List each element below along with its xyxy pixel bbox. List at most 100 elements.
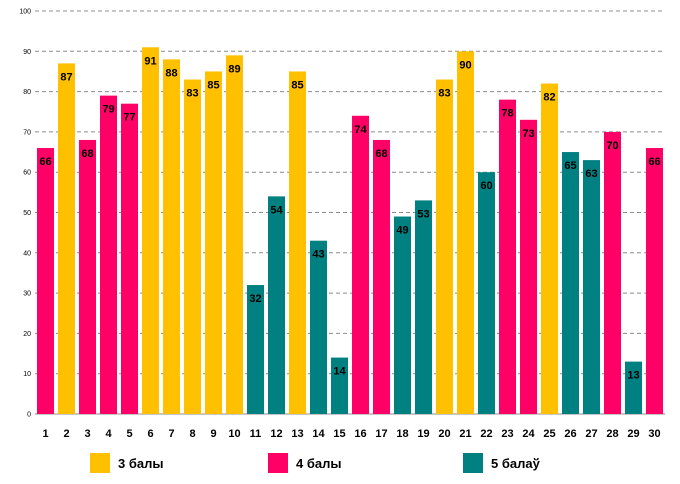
bar-20 — [436, 79, 453, 414]
x-tick-label-26: 26 — [564, 428, 576, 440]
bar-15 — [331, 357, 348, 414]
x-tick-label-23: 23 — [501, 428, 513, 440]
data-label-27: 63 — [585, 168, 597, 180]
y-tick-label-30: 30 — [23, 291, 31, 298]
x-tick-label-9: 9 — [210, 428, 216, 440]
data-label-4: 79 — [102, 104, 114, 116]
bar-12 — [268, 196, 285, 414]
x-tick-label-25: 25 — [543, 428, 555, 440]
data-label-30: 66 — [648, 156, 660, 168]
x-tick-label-5: 5 — [126, 428, 132, 440]
data-label-2: 87 — [60, 71, 72, 83]
y-tick-label-50: 50 — [23, 210, 31, 217]
y-tick-label-70: 70 — [23, 129, 31, 136]
data-label-17: 68 — [375, 148, 387, 160]
bar-4 — [100, 95, 117, 414]
x-tick-label-12: 12 — [270, 428, 282, 440]
legend-item-4: 4 балы — [268, 452, 341, 474]
y-tick-label-100: 100 — [19, 9, 31, 16]
x-tick-label-6: 6 — [147, 428, 153, 440]
x-tick-label-18: 18 — [396, 428, 408, 440]
x-tick-label-27: 27 — [585, 428, 597, 440]
bar-27 — [583, 160, 600, 414]
legend-swatch-5 — [463, 453, 483, 473]
data-label-19: 53 — [417, 208, 429, 220]
bar-7 — [163, 59, 180, 415]
x-tick-label-15: 15 — [333, 428, 345, 440]
bar-13 — [289, 71, 306, 414]
x-tick-label-29: 29 — [627, 428, 639, 440]
y-tick-label-80: 80 — [23, 89, 31, 96]
data-label-13: 85 — [291, 79, 303, 91]
bar-29 — [625, 361, 642, 414]
data-label-24: 73 — [522, 128, 534, 140]
data-label-7: 88 — [165, 67, 177, 79]
legend-label-4: 4 балы — [296, 455, 342, 471]
x-tick-label-11: 11 — [250, 428, 262, 440]
x-tick-label-14: 14 — [312, 428, 325, 440]
data-label-10: 89 — [228, 63, 240, 75]
bar-25 — [541, 83, 558, 414]
bar-11 — [247, 285, 264, 414]
legend-item-3: 3 балы — [90, 452, 163, 474]
x-tick-label-19: 19 — [417, 428, 429, 440]
bar-22 — [478, 172, 495, 414]
data-label-16: 74 — [354, 124, 367, 136]
x-tick-label-22: 22 — [480, 428, 492, 440]
data-label-25: 82 — [543, 92, 555, 104]
bar-10 — [226, 55, 243, 415]
data-label-28: 70 — [606, 140, 618, 152]
y-axis-ticks: 0 10 20 30 40 50 60 70 80 90 100 — [19, 9, 31, 419]
x-tick-label-8: 8 — [189, 428, 195, 440]
bar-8 — [184, 79, 201, 414]
x-tick-label-2: 2 — [63, 428, 69, 440]
bar-23 — [499, 99, 516, 414]
bar-24 — [520, 119, 537, 414]
legend-item-5: 5 балаў — [463, 452, 540, 474]
x-tick-label-3: 3 — [84, 428, 90, 440]
x-tick-label-10: 10 — [228, 428, 240, 440]
data-label-11: 32 — [249, 293, 261, 305]
data-label-23: 78 — [501, 108, 513, 120]
bar-5 — [121, 103, 138, 414]
data-label-1: 66 — [39, 156, 51, 168]
bar-26 — [562, 152, 579, 415]
data-label-29: 13 — [627, 370, 639, 382]
x-tick-label-24: 24 — [522, 428, 535, 440]
bar-18 — [394, 216, 411, 414]
data-label-8: 83 — [186, 88, 198, 100]
x-tick-label-7: 7 — [168, 428, 174, 440]
y-tick-label-20: 20 — [23, 331, 31, 338]
legend-label-5: 5 балаў — [491, 455, 540, 471]
bar-28 — [604, 131, 621, 414]
bar-19 — [415, 200, 432, 414]
x-tick-label-16: 16 — [354, 428, 366, 440]
x-tick-label-13: 13 — [291, 428, 303, 440]
legend-label-3: 3 балы — [118, 455, 164, 471]
data-label-6: 91 — [144, 55, 156, 67]
data-label-3: 68 — [81, 148, 93, 160]
data-label-5: 77 — [123, 112, 135, 124]
bar-30 — [646, 148, 663, 414]
x-tick-label-17: 17 — [375, 428, 387, 440]
legend-swatch-4 — [268, 453, 288, 473]
bar-1 — [37, 148, 54, 414]
data-labels: 66 87 68 79 77 91 88 83 85 89 32 54 85 43 14 74 68 49 53 83… — [39, 55, 660, 381]
bar-21 — [457, 51, 474, 415]
y-tick-label-90: 90 — [23, 49, 31, 56]
data-label-12: 54 — [270, 204, 283, 216]
bars — [37, 47, 663, 415]
bar-17 — [373, 139, 390, 414]
x-tick-label-21: 21 — [459, 428, 471, 440]
data-label-26: 65 — [564, 160, 576, 172]
x-tick-label-30: 30 — [648, 428, 660, 440]
bar-3 — [79, 139, 96, 414]
bar-2 — [58, 63, 75, 414]
y-tick-label-10: 10 — [23, 371, 31, 378]
x-tick-label-28: 28 — [606, 428, 618, 440]
bar-9 — [205, 71, 222, 414]
grid-lines — [35, 10, 665, 415]
data-label-14: 43 — [312, 249, 324, 261]
data-label-9: 85 — [207, 79, 219, 91]
